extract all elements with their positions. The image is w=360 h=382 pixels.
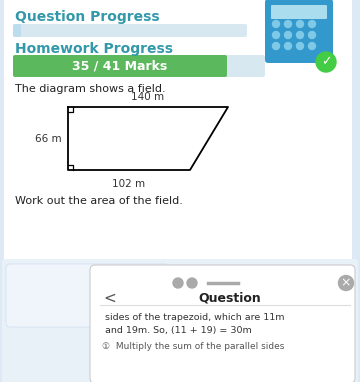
Text: and 19m. So, (11 + 19) = 30m: and 19m. So, (11 + 19) = 30m: [105, 326, 252, 335]
Text: Work out the area of the field.: Work out the area of the field.: [15, 196, 183, 206]
Circle shape: [297, 42, 303, 50]
FancyBboxPatch shape: [6, 264, 169, 327]
Text: Question Progress: Question Progress: [15, 10, 159, 24]
Circle shape: [273, 31, 279, 39]
Circle shape: [309, 42, 315, 50]
Text: <: <: [104, 290, 116, 306]
Text: The diagram shows a field.: The diagram shows a field.: [15, 84, 166, 94]
Text: ✓: ✓: [321, 55, 331, 68]
Circle shape: [309, 21, 315, 28]
Text: 140 m: 140 m: [131, 92, 165, 102]
FancyBboxPatch shape: [13, 24, 21, 37]
Circle shape: [273, 42, 279, 50]
Circle shape: [187, 278, 197, 288]
Circle shape: [338, 275, 354, 290]
Text: sides of the trapezoid, which are 11m: sides of the trapezoid, which are 11m: [105, 313, 284, 322]
FancyBboxPatch shape: [271, 5, 327, 19]
Circle shape: [284, 42, 292, 50]
Text: ×: ×: [341, 277, 351, 290]
Text: 66 m: 66 m: [35, 133, 62, 144]
Text: 35 / 41 Marks: 35 / 41 Marks: [72, 60, 168, 73]
Circle shape: [284, 31, 292, 39]
Circle shape: [309, 31, 315, 39]
FancyBboxPatch shape: [90, 265, 355, 382]
Circle shape: [273, 21, 279, 28]
FancyBboxPatch shape: [13, 24, 247, 37]
Text: ①  Multiply the sum of the parallel sides: ① Multiply the sum of the parallel sides: [102, 342, 284, 351]
FancyBboxPatch shape: [13, 55, 227, 77]
FancyBboxPatch shape: [13, 55, 265, 77]
Text: Question: Question: [199, 291, 261, 304]
Text: Homework Progress: Homework Progress: [15, 42, 173, 56]
FancyBboxPatch shape: [265, 0, 333, 63]
Circle shape: [316, 52, 336, 72]
Circle shape: [173, 278, 183, 288]
FancyBboxPatch shape: [2, 259, 358, 382]
Circle shape: [284, 21, 292, 28]
Circle shape: [297, 21, 303, 28]
Text: 102 m: 102 m: [112, 179, 145, 189]
Circle shape: [297, 31, 303, 39]
FancyBboxPatch shape: [4, 0, 352, 264]
